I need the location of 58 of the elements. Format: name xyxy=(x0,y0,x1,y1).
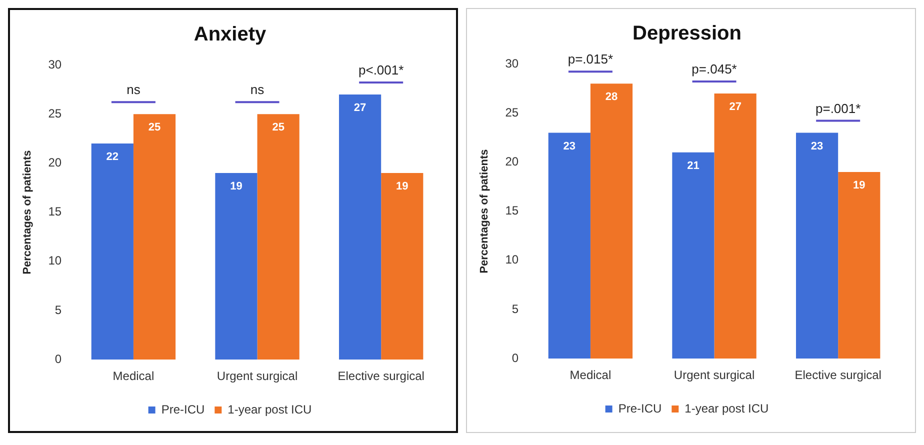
data-label: 22 xyxy=(106,151,119,164)
bar xyxy=(338,94,382,360)
y-tick-label: 15 xyxy=(505,204,519,218)
bar xyxy=(714,93,756,359)
y-tick-label: 15 xyxy=(48,204,62,219)
chart-title: Anxiety xyxy=(194,24,267,46)
y-axis-title: Percentages of patients xyxy=(22,150,34,274)
x-tick-label: Medical xyxy=(112,369,154,384)
annotation: ns xyxy=(250,82,265,98)
x-tick-label: Elective surgical xyxy=(338,369,424,384)
annotation: ns xyxy=(126,82,141,98)
data-label: 23 xyxy=(563,140,576,152)
legend-label: 1-year post ICU xyxy=(684,401,769,416)
data-label: 19 xyxy=(396,180,408,193)
y-tick-label: 0 xyxy=(54,352,62,366)
bar xyxy=(257,114,300,360)
bar xyxy=(838,172,880,359)
data-label: 25 xyxy=(148,122,161,134)
y-tick-label: 20 xyxy=(48,156,62,170)
bar xyxy=(133,114,176,360)
y-axis-title: Percentages of patients xyxy=(478,149,491,274)
data-label: 19 xyxy=(230,180,242,193)
data-label: 25 xyxy=(272,122,284,134)
y-tick-label: 30 xyxy=(48,57,62,72)
y-tick-label: 25 xyxy=(48,106,62,120)
data-label: 23 xyxy=(810,140,824,152)
bar xyxy=(590,84,633,359)
chart-title: Depression xyxy=(632,22,742,45)
bar xyxy=(672,152,714,359)
bar xyxy=(381,173,424,360)
x-tick-label: Urgent surgical xyxy=(216,369,298,384)
bar xyxy=(548,132,590,359)
bar xyxy=(796,132,838,359)
annotation: p<.001* xyxy=(358,62,404,78)
legend-label: 1-year post ICU xyxy=(228,402,312,416)
data-label: 27 xyxy=(729,100,742,113)
x-tick-label: Medical xyxy=(570,368,612,382)
data-label: 19 xyxy=(853,180,866,192)
annotation: p=.001* xyxy=(816,100,861,116)
x-tick-label: Urgent surgical xyxy=(674,368,755,382)
y-tick-label: 25 xyxy=(505,105,519,120)
annotation: p=.015* xyxy=(568,52,614,67)
y-tick-label: 5 xyxy=(512,302,519,316)
y-tick-label: 10 xyxy=(48,254,62,268)
x-tick-label: Elective surgical xyxy=(794,368,882,382)
legend-label: Pre-ICU xyxy=(618,401,662,416)
data-label: 27 xyxy=(354,102,366,114)
data-label: 21 xyxy=(687,160,700,172)
bar xyxy=(91,144,134,360)
y-tick-label: 20 xyxy=(505,154,519,169)
data-label: 28 xyxy=(605,91,618,104)
y-tick-label: 5 xyxy=(54,302,62,317)
legend-label: Pre-ICU xyxy=(161,402,205,416)
y-tick-label: 10 xyxy=(505,252,519,267)
y-tick-label: 30 xyxy=(505,56,519,70)
bar xyxy=(215,173,258,360)
y-tick-label: 0 xyxy=(512,350,519,365)
annotation: p=.045* xyxy=(692,62,737,77)
